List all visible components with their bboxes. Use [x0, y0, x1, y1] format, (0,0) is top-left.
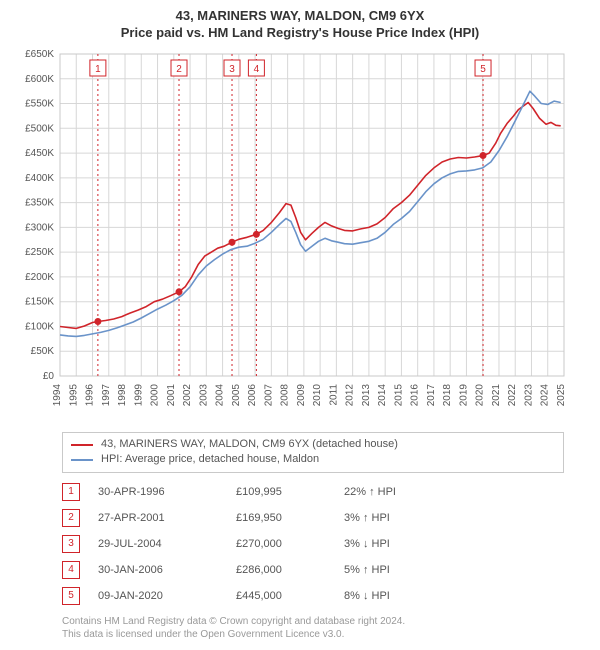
- event-row: 2 27-APR-2001 £169,950 3% ↑ HPI: [62, 505, 564, 531]
- svg-text:2011: 2011: [328, 384, 339, 406]
- svg-text:1999: 1999: [133, 384, 144, 407]
- svg-text:5: 5: [480, 64, 486, 75]
- svg-text:2020: 2020: [475, 384, 486, 407]
- svg-text:2021: 2021: [491, 384, 502, 407]
- svg-text:4: 4: [254, 64, 260, 75]
- svg-text:2002: 2002: [182, 384, 193, 407]
- event-date: 27-APR-2001: [98, 512, 218, 524]
- event-number: 4: [62, 561, 80, 579]
- event-delta: 8% ↓ HPI: [344, 590, 454, 602]
- legend-row: 43, MARINERS WAY, MALDON, CM9 6YX (detac…: [71, 437, 555, 452]
- legend-row: HPI: Average price, detached house, Mald…: [71, 452, 555, 467]
- svg-text:2012: 2012: [345, 384, 356, 407]
- footer-attribution: Contains HM Land Registry data © Crown c…: [62, 615, 564, 641]
- event-date: 30-APR-1996: [98, 486, 218, 498]
- price-chart: £0 £50K £100K £150K £200K £250K £300K £350K £400…: [10, 46, 590, 426]
- events-table: 1 30-APR-1996 £109,995 22% ↑ HPI 2 27-APR-200…: [62, 479, 564, 609]
- event-price: £445,000: [236, 590, 326, 602]
- svg-text:2016: 2016: [410, 384, 421, 407]
- legend-swatch: [71, 444, 93, 446]
- svg-text:£500K: £500K: [25, 123, 54, 134]
- svg-text:£200K: £200K: [25, 272, 54, 283]
- svg-text:2022: 2022: [507, 384, 518, 407]
- page-subtitle: Price paid vs. HM Land Registry's House …: [10, 25, 590, 40]
- event-number: 3: [62, 535, 80, 553]
- event-date: 09-JAN-2020: [98, 590, 218, 602]
- event-row: 3 29-JUL-2004 £270,000 3% ↓ HPI: [62, 531, 564, 557]
- svg-text:£250K: £250K: [25, 247, 54, 258]
- event-price: £270,000: [236, 538, 326, 550]
- svg-text:2014: 2014: [377, 384, 388, 407]
- event-price: £109,995: [236, 486, 326, 498]
- footer-line-1: Contains HM Land Registry data © Crown c…: [62, 615, 564, 628]
- svg-text:2019: 2019: [458, 384, 469, 407]
- event-row: 5 09-JAN-2020 £445,000 8% ↓ HPI: [62, 583, 564, 609]
- legend-swatch: [71, 459, 93, 461]
- event-row: 4 30-JAN-2006 £286,000 5% ↑ HPI: [62, 557, 564, 583]
- svg-text:£600K: £600K: [25, 74, 54, 85]
- legend-label: 43, MARINERS WAY, MALDON, CM9 6YX (detac…: [101, 437, 398, 452]
- svg-text:2023: 2023: [523, 384, 534, 407]
- svg-text:2009: 2009: [296, 384, 307, 407]
- svg-text:2004: 2004: [215, 384, 226, 407]
- svg-text:1994: 1994: [52, 384, 63, 407]
- event-row: 1 30-APR-1996 £109,995 22% ↑ HPI: [62, 479, 564, 505]
- svg-text:2017: 2017: [426, 384, 437, 407]
- svg-text:2001: 2001: [166, 384, 177, 407]
- event-date: 29-JUL-2004: [98, 538, 218, 550]
- event-delta: 5% ↑ HPI: [344, 564, 454, 576]
- footer-line-2: This data is licensed under the Open Gov…: [62, 628, 564, 641]
- svg-text:2007: 2007: [263, 384, 274, 407]
- svg-text:1995: 1995: [68, 384, 79, 407]
- svg-text:2024: 2024: [540, 384, 551, 407]
- event-number: 1: [62, 483, 80, 501]
- svg-text:£150K: £150K: [25, 297, 54, 308]
- svg-text:2000: 2000: [150, 384, 161, 407]
- svg-text:2010: 2010: [312, 384, 323, 407]
- event-date: 30-JAN-2006: [98, 564, 218, 576]
- svg-text:2008: 2008: [280, 384, 291, 407]
- event-price: £169,950: [236, 512, 326, 524]
- legend-label: HPI: Average price, detached house, Mald…: [101, 452, 319, 467]
- event-delta: 3% ↓ HPI: [344, 538, 454, 550]
- svg-text:2018: 2018: [442, 384, 453, 407]
- svg-text:1: 1: [95, 64, 101, 75]
- svg-text:£100K: £100K: [25, 321, 54, 332]
- page-title: 43, MARINERS WAY, MALDON, CM9 6YX: [10, 8, 590, 23]
- event-delta: 22% ↑ HPI: [344, 486, 454, 498]
- svg-text:1997: 1997: [101, 384, 112, 407]
- svg-text:2: 2: [176, 64, 182, 75]
- svg-text:£450K: £450K: [25, 148, 54, 159]
- svg-text:2015: 2015: [393, 384, 404, 407]
- svg-text:3: 3: [229, 64, 235, 75]
- legend: 43, MARINERS WAY, MALDON, CM9 6YX (detac…: [62, 432, 564, 473]
- svg-text:£350K: £350K: [25, 198, 54, 209]
- svg-text:2003: 2003: [198, 384, 209, 407]
- svg-text:2006: 2006: [247, 384, 258, 407]
- svg-text:£0: £0: [43, 371, 55, 382]
- svg-text:1998: 1998: [117, 384, 128, 407]
- event-number: 2: [62, 509, 80, 527]
- svg-text:£50K: £50K: [31, 346, 55, 357]
- svg-text:£400K: £400K: [25, 173, 54, 184]
- svg-text:1996: 1996: [85, 384, 96, 407]
- svg-text:£550K: £550K: [25, 99, 54, 110]
- event-number: 5: [62, 587, 80, 605]
- svg-text:2025: 2025: [556, 384, 567, 407]
- event-delta: 3% ↑ HPI: [344, 512, 454, 524]
- svg-text:2013: 2013: [361, 384, 372, 407]
- svg-text:£650K: £650K: [25, 49, 54, 60]
- svg-text:£300K: £300K: [25, 222, 54, 233]
- svg-text:2005: 2005: [231, 384, 242, 407]
- event-price: £286,000: [236, 564, 326, 576]
